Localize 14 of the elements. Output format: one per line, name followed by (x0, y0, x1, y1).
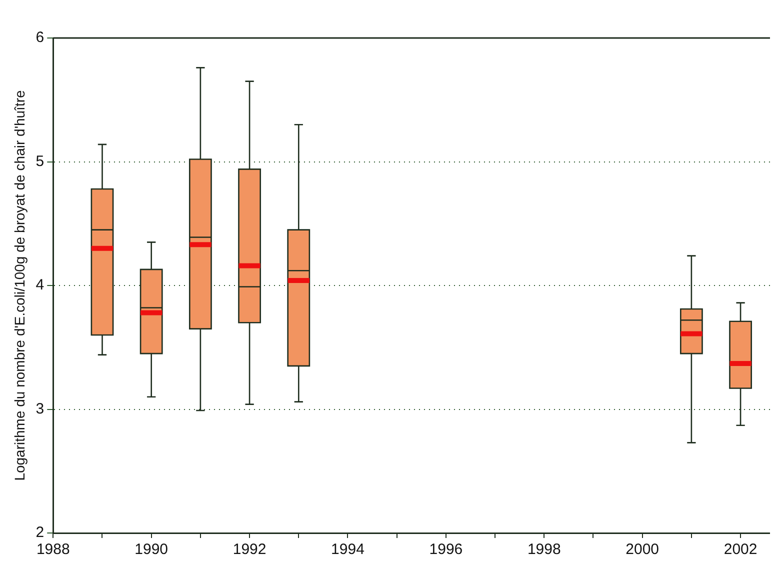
x-tick-label: 1988 (36, 541, 70, 558)
x-tick-label: 1992 (232, 541, 266, 558)
x-tick-label: 2000 (626, 541, 660, 558)
x-tick-label: 1996 (429, 541, 463, 558)
y-axis-title: Logarithme du nombre d'E.coli/100g de broyat de chair d'huître (11, 90, 28, 481)
y-tick-label: 4 (36, 276, 44, 294)
x-tick-label: 1990 (134, 541, 168, 558)
y-tick-label: 5 (36, 152, 44, 170)
y-tick-label: 6 (36, 29, 44, 46)
x-tick-label: 1994 (331, 541, 364, 558)
y-tick-label: 3 (36, 400, 44, 418)
x-tick-label: 2002 (724, 541, 758, 558)
x-tick-label: 1998 (527, 541, 561, 558)
y-tick-label: 2 (36, 524, 44, 542)
